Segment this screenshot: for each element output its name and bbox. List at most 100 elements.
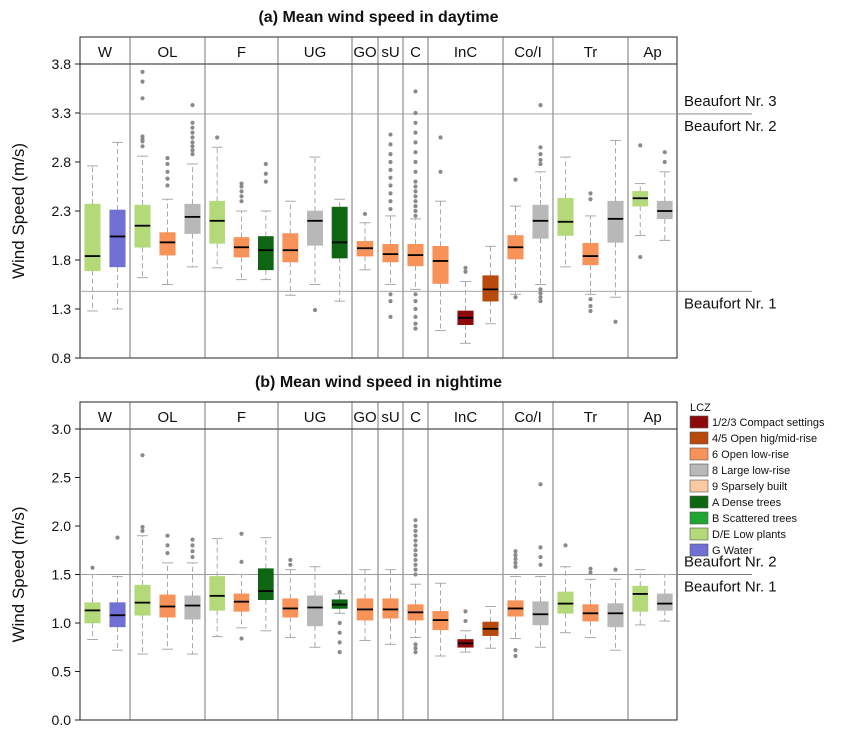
outlier-point	[513, 653, 518, 659]
outlier-point	[190, 103, 195, 108]
box-iqr	[307, 210, 323, 246]
legend-label: G Water	[712, 545, 753, 557]
outlier-point	[538, 287, 543, 292]
outlier-point	[438, 169, 443, 174]
outlier-point	[140, 79, 145, 84]
outlier-point	[190, 554, 195, 560]
outlier-point	[239, 181, 244, 186]
outlier-point	[463, 618, 468, 624]
outlier-point	[588, 191, 593, 196]
outlier-point	[413, 523, 418, 529]
y-tick-label: 1.0	[52, 615, 72, 631]
outlier-point	[413, 169, 418, 174]
outlier-point	[388, 191, 393, 196]
y-tick-label: 1.3	[52, 301, 72, 317]
y-tick-label: 1.5	[52, 567, 72, 583]
outlier-point	[413, 326, 418, 331]
outlier-point	[538, 161, 543, 167]
box-w-lcz-DE	[84, 165, 101, 312]
legend-swatch	[689, 511, 709, 525]
beaufort-label: Beaufort Nr. 3	[684, 93, 777, 110]
box-tr-lcz-DE	[557, 543, 574, 634]
box-ug-lcz-6	[282, 200, 299, 296]
outlier-point	[413, 140, 418, 145]
outlier-point	[588, 566, 593, 571]
outlier-point	[239, 199, 244, 204]
outlier-point	[413, 314, 418, 319]
outlier-point	[190, 148, 195, 153]
panel-daytime: (a) Mean wind speed in daytime W OL F UG GO sU…	[9, 9, 777, 366]
outlier-point	[563, 543, 568, 548]
outlier-point	[413, 110, 418, 116]
outlier-point	[588, 197, 593, 202]
outlier-point	[538, 291, 543, 296]
outlier-point	[413, 567, 418, 572]
box-iqr	[84, 602, 101, 624]
box-ap-lcz-DE	[632, 143, 649, 260]
outlier-point	[588, 308, 593, 314]
box-coi-lcz-6	[507, 549, 524, 659]
outlier-point	[337, 630, 342, 635]
box-inc-lcz-6	[432, 135, 449, 332]
box-w-lcz-G	[109, 141, 126, 310]
y-tick-label: 2.8	[52, 154, 72, 170]
outlier-point	[413, 89, 418, 94]
box-iqr	[233, 593, 250, 612]
outlier-point	[388, 199, 393, 204]
y-tick-label: 3.3	[52, 105, 72, 121]
box-tr-lcz-DE	[557, 156, 574, 268]
outlier-point	[413, 299, 418, 304]
outlier-point	[413, 179, 418, 184]
outlier-point	[538, 157, 543, 163]
outlier-point	[513, 549, 518, 554]
outlier-point	[513, 564, 518, 569]
box-iqr	[582, 243, 599, 266]
box-iqr	[209, 200, 226, 244]
outlier-point	[190, 125, 195, 130]
outlier-point	[388, 159, 393, 165]
outlier-point	[638, 143, 643, 148]
panel-nighttime: (b) Mean wind speed in nightime W OL F UG GO s…	[9, 374, 777, 728]
box-ap-lcz-8	[656, 150, 673, 241]
box-w-lcz-DE	[84, 565, 101, 640]
box-iqr	[557, 197, 574, 236]
outlier-point	[413, 646, 418, 651]
outlier-point	[165, 183, 170, 188]
box-coi-lcz-6	[507, 177, 524, 300]
outlier-point	[388, 175, 393, 180]
box-tr-lcz-6	[582, 191, 599, 314]
box-inc-lcz-123	[457, 265, 474, 344]
outlier-point	[263, 179, 268, 184]
group-label: F	[237, 44, 246, 61]
y-tick-label: 2.5	[52, 470, 72, 486]
group-label: GO	[353, 44, 376, 61]
outlier-point	[288, 562, 293, 567]
outlier-point	[190, 144, 195, 149]
outlier-point	[165, 533, 170, 538]
outlier-point	[388, 314, 393, 319]
box-inc-lcz-123	[457, 609, 474, 653]
outlier-point	[413, 548, 418, 553]
outlier-point	[388, 167, 393, 172]
box-iqr	[184, 595, 201, 620]
box-go-lcz-6	[356, 211, 374, 271]
outlier-point	[215, 135, 220, 140]
outlier-point	[140, 144, 145, 149]
legend-swatch	[689, 527, 709, 541]
outlier-point	[538, 145, 543, 150]
outlier-point	[413, 292, 418, 297]
outlier-point	[413, 557, 418, 563]
group-label: OL	[157, 44, 177, 61]
outlier-point	[513, 648, 518, 653]
outlier-point	[413, 650, 418, 655]
box-go-lcz-6	[356, 569, 374, 641]
outlier-point	[388, 132, 393, 137]
outlier-point	[438, 135, 443, 140]
outlier-point	[337, 640, 342, 645]
box-iqr	[282, 233, 299, 263]
outlier-point	[239, 189, 244, 194]
group-label: OL	[157, 409, 177, 426]
beaufort-label: Beaufort Nr. 2	[684, 554, 777, 571]
legend-swatch	[689, 447, 709, 461]
outlier-point	[388, 292, 393, 297]
